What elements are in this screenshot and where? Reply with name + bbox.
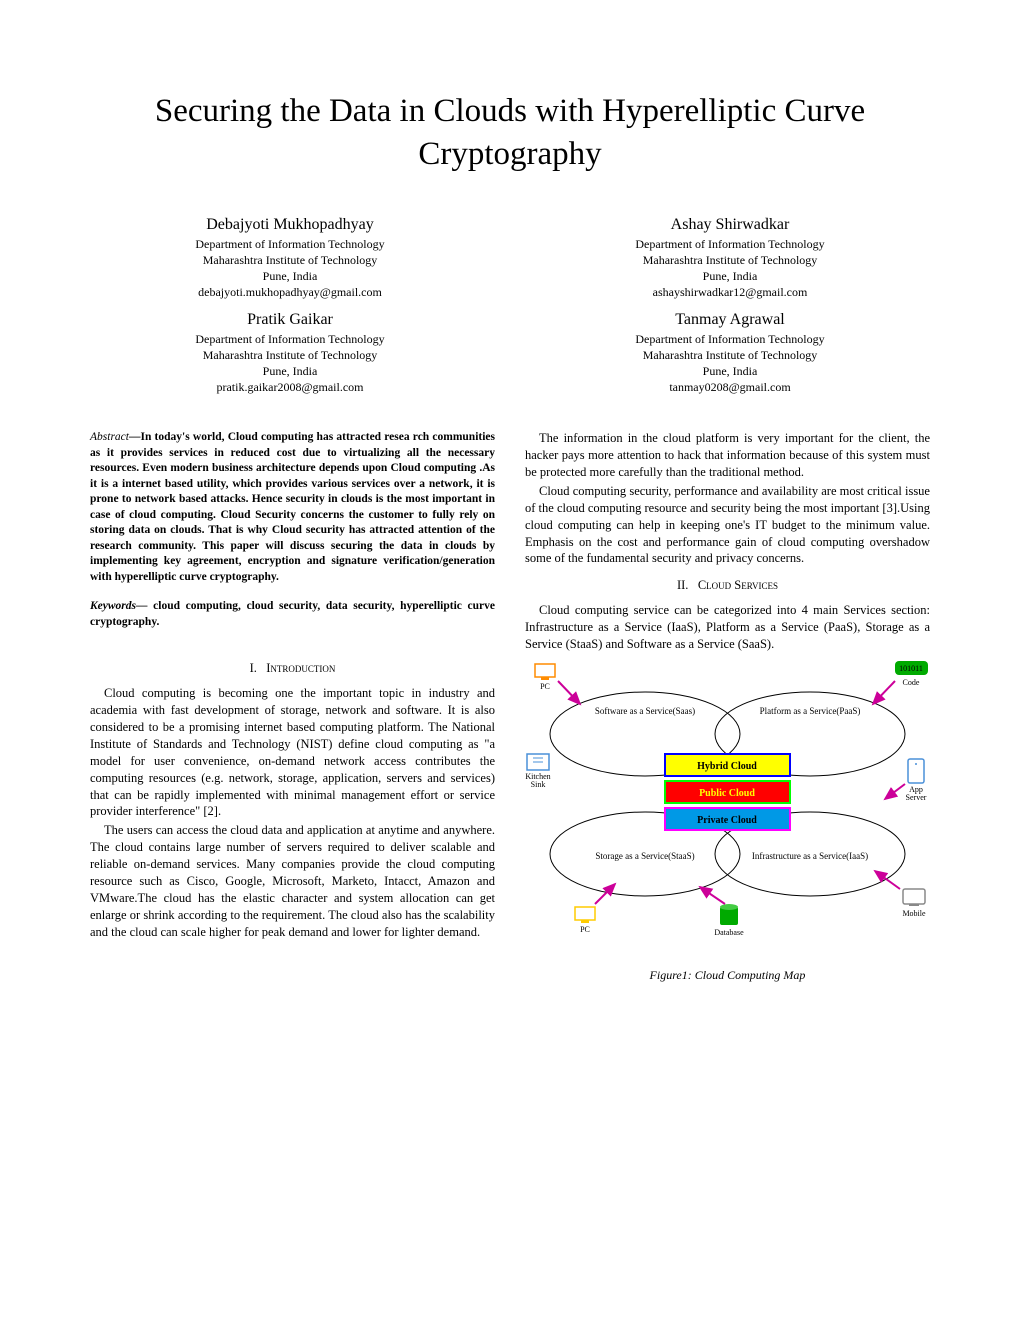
author-block: Tanmay Agrawal Department of Information… — [530, 311, 930, 396]
right-column: The information in the cloud platform is… — [525, 430, 930, 983]
diagram-svg: Software as a Service(Saas) Platform as … — [525, 659, 930, 949]
svg-text:Code: Code — [903, 678, 920, 687]
pc-icon: PC — [535, 664, 555, 691]
app-icon: App Server — [906, 759, 927, 802]
paper-title: Securing the Data in Clouds with Hyperel… — [90, 90, 930, 176]
svg-text:PC: PC — [580, 925, 590, 934]
abstract: Abstract—In today's world, Cloud computi… — [90, 430, 495, 585]
para: Cloud computing service can be categoriz… — [525, 602, 930, 653]
cloud-br-label: Infrastructure as a Service(IaaS) — [752, 851, 868, 861]
abstract-text: —In today's world, Cloud computing has a… — [90, 431, 495, 583]
author-block: Debajyoti Mukhopadhyay Department of Inf… — [90, 216, 490, 301]
author-inst: Maharashtra Institute of Technology — [90, 347, 490, 363]
author-name: Ashay Shirwadkar — [530, 216, 930, 234]
section-num: II. — [677, 578, 688, 592]
sink-icon: Kitchen Sink — [525, 754, 550, 789]
section-2-heading: II. Cloud Services — [525, 577, 930, 594]
para: Cloud computing is becoming one the impo… — [90, 685, 495, 820]
author-email: pratik.gaikar2008@gmail.com — [90, 379, 490, 395]
author-email: ashayshirwadkar12@gmail.com — [530, 284, 930, 300]
keywords-text: cloud computing, cloud security, data se… — [90, 600, 495, 628]
hybrid-label: Hybrid Cloud — [697, 761, 757, 772]
left-column: Abstract—In today's world, Cloud computi… — [90, 430, 495, 983]
author-block: Ashay Shirwadkar Department of Informati… — [530, 216, 930, 301]
author-inst: Maharashtra Institute of Technology — [530, 347, 930, 363]
author-dept: Department of Information Technology — [530, 331, 930, 347]
content-columns: Abstract—In today's world, Cloud computi… — [90, 430, 930, 983]
abstract-period: . — [276, 571, 279, 583]
public-box: Public Cloud — [665, 781, 790, 803]
cloud-tr-label: Platform as a Service(PaaS) — [760, 706, 861, 716]
author-email: debajyoti.mukhopadhyay@gmail.com — [90, 284, 490, 300]
code-icon: 101011 Code — [895, 661, 928, 687]
author-name: Debajyoti Mukhopadhyay — [90, 216, 490, 234]
author-inst: Maharashtra Institute of Technology — [530, 252, 930, 268]
keywords: Keywords— cloud computing, cloud securit… — [90, 599, 495, 630]
figure-caption: Figure1: Cloud Computing Map — [525, 967, 930, 983]
para: Cloud computing security, performance an… — [525, 483, 930, 567]
cloud-diagram: Software as a Service(Saas) Platform as … — [525, 659, 930, 949]
svg-text:PC: PC — [540, 682, 550, 691]
author-loc: Pune, India — [530, 363, 930, 379]
author-dept: Department of Information Technology — [90, 236, 490, 252]
para: The information in the cloud platform is… — [525, 430, 930, 481]
author-loc: Pune, India — [90, 268, 490, 284]
section-1-heading: I. Introduction — [90, 660, 495, 677]
author-dept: Department of Information Technology — [90, 331, 490, 347]
svg-text:Sink: Sink — [531, 780, 546, 789]
public-label: Public Cloud — [699, 788, 755, 799]
svg-text:Mobile: Mobile — [902, 909, 926, 918]
hybrid-box: Hybrid Cloud — [665, 754, 790, 776]
svg-text:Database: Database — [714, 928, 744, 937]
author-loc: Pune, India — [530, 268, 930, 284]
svg-text:101011: 101011 — [899, 664, 923, 673]
keywords-label: Keywords— — [90, 600, 148, 612]
author-name: Tanmay Agrawal — [530, 311, 930, 329]
pc-icon-bl: PC — [575, 907, 595, 934]
para: The users can access the cloud data and … — [90, 822, 495, 940]
author-email: tanmay0208@gmail.com — [530, 379, 930, 395]
cloud-tl-label: Software as a Service(Saas) — [595, 706, 695, 716]
abstract-label: Abstract — [90, 431, 129, 443]
database-icon: Database — [714, 904, 744, 937]
authors-grid: Debajyoti Mukhopadhyay Department of Inf… — [90, 216, 930, 396]
section-title: Introduction — [266, 661, 335, 675]
section-title: Cloud Services — [698, 578, 778, 592]
private-label: Private Cloud — [697, 815, 757, 826]
svg-text:Server: Server — [906, 793, 927, 802]
author-loc: Pune, India — [90, 363, 490, 379]
mobile-icon: Mobile — [902, 889, 926, 918]
section-num: I. — [250, 661, 257, 675]
cloud-bl-label: Storage as a Service(StaaS) — [595, 851, 694, 861]
author-inst: Maharashtra Institute of Technology — [90, 252, 490, 268]
author-dept: Department of Information Technology — [530, 236, 930, 252]
author-block: Pratik Gaikar Department of Information … — [90, 311, 490, 396]
private-box: Private Cloud — [665, 808, 790, 830]
author-name: Pratik Gaikar — [90, 311, 490, 329]
